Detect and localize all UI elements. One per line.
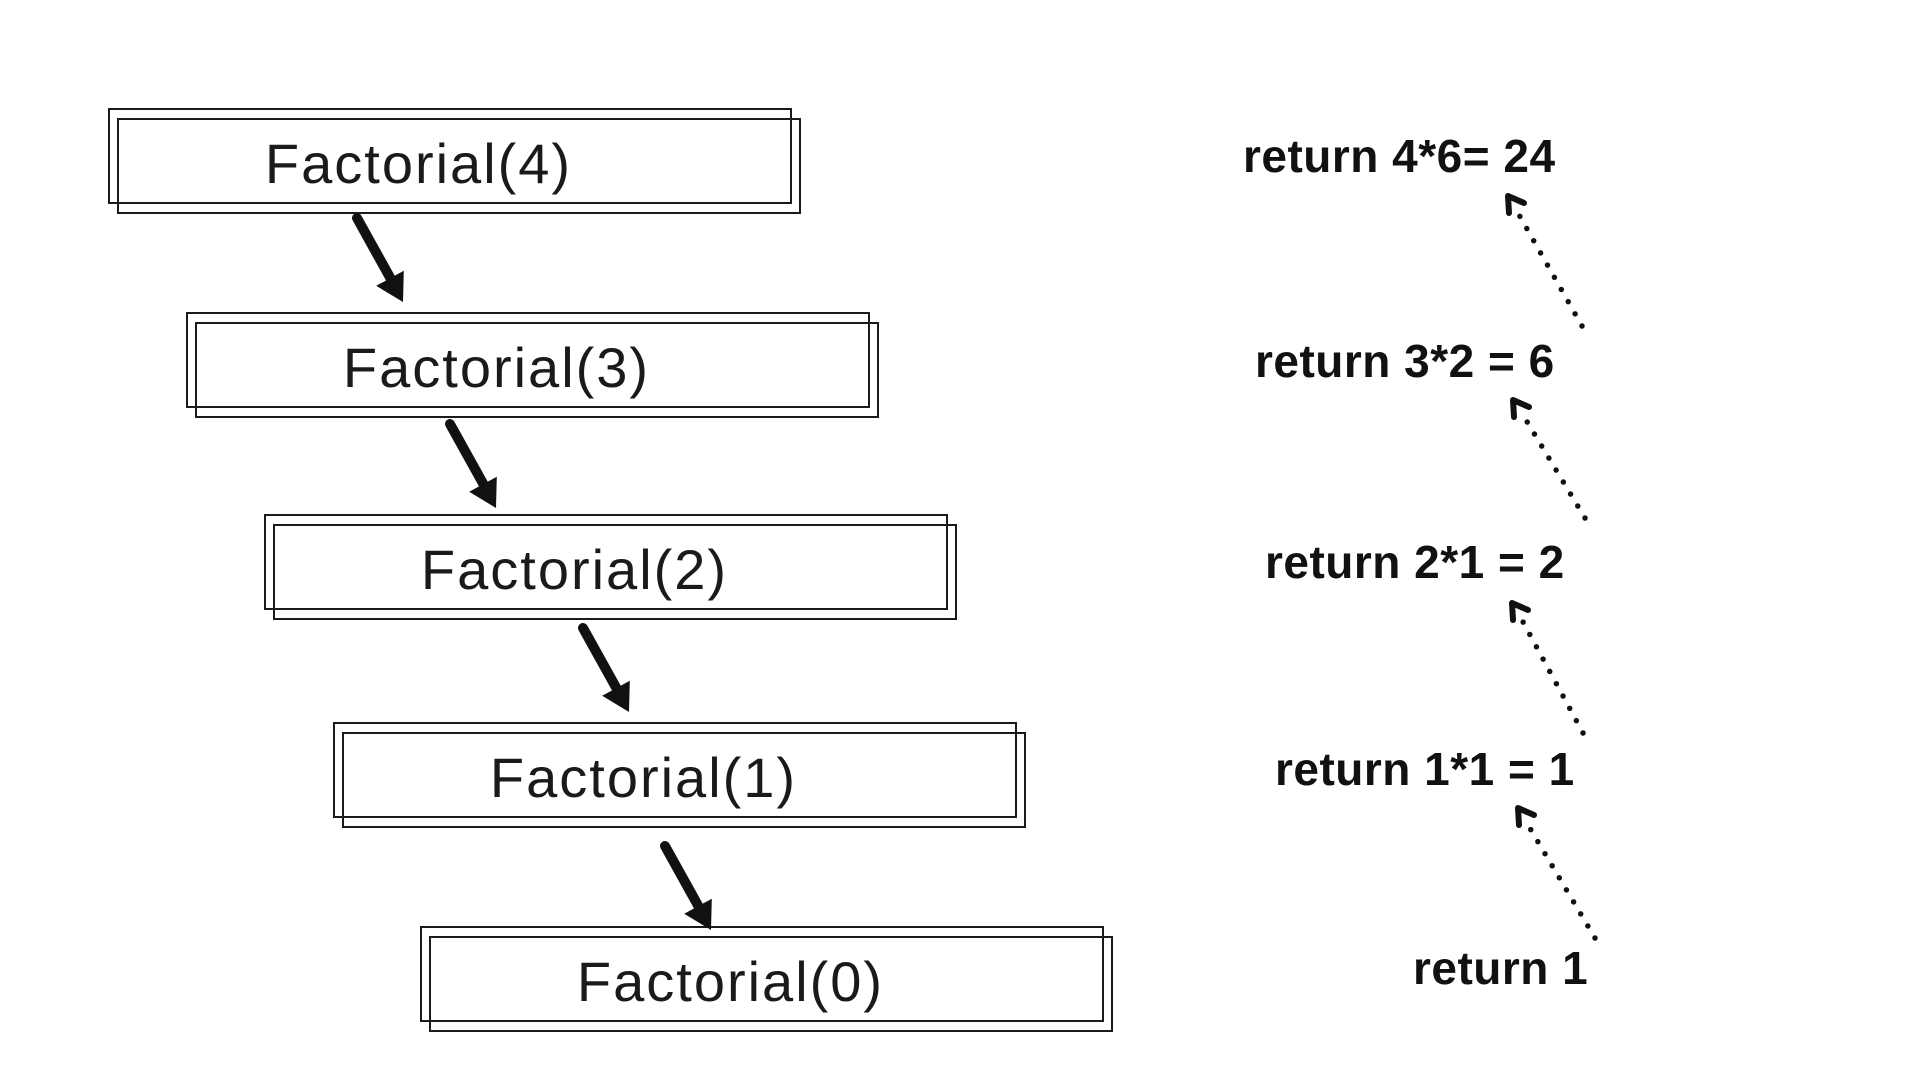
call-box-factorial-2: Factorial(2) [264,514,961,624]
call-box-factorial-0: Factorial(0) [420,926,1117,1036]
call-box-label: Factorial(3) [342,335,651,399]
box-outline-front [195,322,879,418]
return-arrow-up-4 [1515,805,1598,941]
box-outline-front [273,524,957,620]
return-arrow-up-2 [1510,397,1588,521]
call-box-label: Factorial(4) [264,131,573,195]
box-outline-back [264,514,948,610]
return-text-factorial-1: return 1*1 = 1 [1275,743,1575,795]
return-text-factorial-3: return 3*2 = 6 [1255,335,1555,387]
return-text-factorial-4: return 4*6= 24 [1243,130,1556,182]
return-arrow-up-1 [1505,193,1585,329]
call-box-label: Factorial(0) [576,949,885,1013]
call-box-factorial-1: Factorial(1) [333,722,1030,832]
call-box-label: Factorial(1) [489,745,798,809]
box-outline-back [420,926,1104,1022]
box-outline-back [333,722,1017,818]
call-arrow-down-4 [660,841,712,930]
call-box-factorial-3: Factorial(3) [186,312,883,422]
call-box-factorial-4: Factorial(4) [108,108,805,218]
box-outline-front [342,732,1026,828]
box-outline-front [117,118,801,214]
call-arrow-down-1 [352,213,404,302]
call-arrow-down-3 [578,623,630,712]
box-outline-front [429,936,1113,1032]
call-box-label: Factorial(2) [420,537,729,601]
return-text-factorial-0: return 1 [1413,942,1589,994]
box-outline-back [186,312,870,408]
return-text-factorial-2: return 2*1 = 2 [1265,536,1565,588]
return-arrow-up-3 [1509,600,1586,736]
call-arrow-down-2 [445,419,497,508]
box-outline-back [108,108,792,204]
